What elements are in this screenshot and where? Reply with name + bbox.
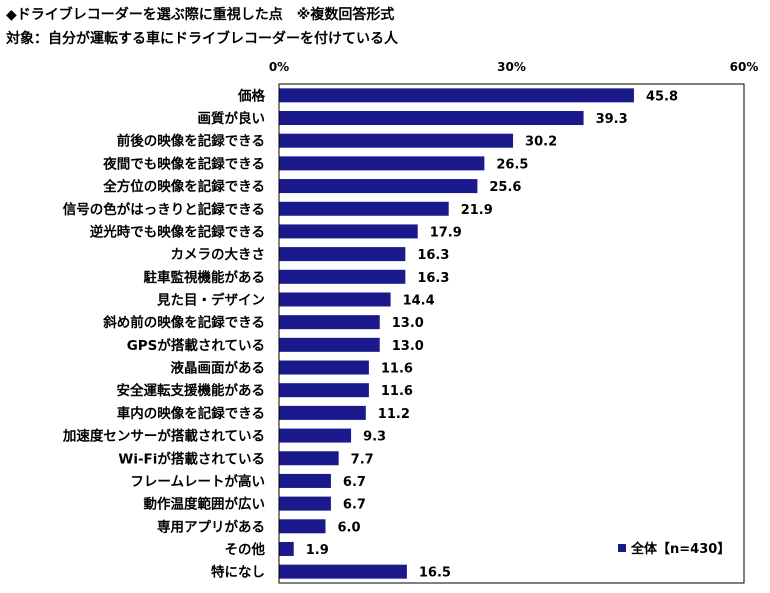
category-label: 駐車監視機能がある bbox=[144, 269, 266, 286]
bar bbox=[279, 269, 406, 284]
category-label: 信号の色がはっきりと記録できる bbox=[63, 201, 265, 218]
bar bbox=[279, 111, 584, 126]
bar bbox=[279, 451, 339, 466]
value-label: 13.0 bbox=[392, 316, 424, 331]
value-label: 45.8 bbox=[646, 89, 678, 104]
x-axis-ticks: 0% 30% 60% bbox=[269, 60, 759, 74]
category-label: 専用アプリがある bbox=[157, 518, 265, 535]
category-label: 安全運転支援機能がある bbox=[117, 382, 266, 399]
bar bbox=[279, 292, 391, 307]
value-label: 26.5 bbox=[496, 157, 528, 172]
category-label: 全方位の映像を記録できる bbox=[102, 178, 265, 195]
legend-label: 全体【n=430】 bbox=[630, 541, 730, 557]
value-label: 11.2 bbox=[378, 407, 410, 422]
category-labels: 価格画質が良い前後の映像を記録できる夜間でも映像を記録できる全方位の映像を記録で… bbox=[62, 87, 266, 580]
bar bbox=[279, 315, 380, 330]
category-label: 夜間でも映像を記録できる bbox=[102, 155, 265, 172]
value-label: 1.9 bbox=[306, 543, 329, 558]
category-label: 逆光時でも映像を記録できる bbox=[90, 223, 265, 240]
category-label: その他 bbox=[225, 541, 266, 558]
bars bbox=[279, 88, 634, 579]
chart-subtitle: 対象：自分が運転する車にドライブレコーダーを付けている人 bbox=[6, 31, 398, 47]
value-label: 39.3 bbox=[596, 112, 628, 127]
bar bbox=[279, 496, 331, 511]
value-label: 21.9 bbox=[461, 203, 493, 218]
legend-swatch bbox=[618, 544, 626, 552]
bar bbox=[279, 133, 514, 148]
category-label: 液晶画面がある bbox=[171, 360, 266, 377]
bar bbox=[279, 405, 366, 420]
bar bbox=[279, 179, 478, 194]
category-label: カメラの大きさ bbox=[171, 246, 266, 263]
category-label: 前後の映像を記録できる bbox=[117, 133, 265, 150]
x-tick-label: 60% bbox=[730, 60, 759, 74]
value-label: 6.7 bbox=[343, 498, 366, 513]
legend: 全体【n=430】 bbox=[618, 541, 730, 557]
value-label: 7.7 bbox=[351, 452, 374, 467]
bar bbox=[279, 473, 331, 488]
bar bbox=[279, 360, 369, 375]
bar bbox=[279, 564, 407, 579]
bar bbox=[279, 428, 352, 443]
category-label: 特になし bbox=[211, 564, 265, 581]
category-label: 動作温度範囲が広い bbox=[144, 496, 266, 513]
value-label: 17.9 bbox=[430, 225, 462, 240]
value-label: 13.0 bbox=[392, 339, 424, 354]
value-label: 6.7 bbox=[343, 475, 366, 490]
value-label: 11.6 bbox=[381, 384, 413, 399]
x-tick-label: 0% bbox=[269, 60, 289, 74]
value-label: 6.0 bbox=[338, 520, 361, 535]
value-label: 16.3 bbox=[417, 248, 449, 263]
category-label: 斜め前の映像を記録できる bbox=[102, 314, 265, 331]
value-label: 16.3 bbox=[417, 271, 449, 286]
bar bbox=[279, 201, 449, 216]
bar bbox=[279, 88, 634, 103]
category-label: 価格 bbox=[237, 87, 265, 104]
bar bbox=[279, 541, 294, 556]
x-tick-label: 30% bbox=[497, 60, 526, 74]
bar bbox=[279, 156, 485, 171]
bar bbox=[279, 383, 369, 398]
plot-area-frame bbox=[278, 83, 745, 584]
value-label: 16.5 bbox=[419, 566, 451, 581]
value-label: 14.4 bbox=[403, 293, 435, 308]
bar bbox=[279, 224, 418, 239]
bar bbox=[279, 519, 326, 534]
category-label: 見た目・デザイン bbox=[156, 291, 265, 308]
category-label: 画質が良い bbox=[198, 110, 266, 127]
bar bbox=[279, 247, 406, 262]
value-label: 25.6 bbox=[489, 180, 521, 195]
category-label: フレームレートが高い bbox=[130, 473, 265, 490]
value-label: 11.6 bbox=[381, 362, 413, 377]
category-label: 車内の映像を記録できる bbox=[117, 405, 265, 422]
category-label: GPSが搭載されている bbox=[127, 337, 265, 354]
chart-title: ◆ドライブレコーダーを選ぶ際に重視した点 ※複数回答形式 bbox=[6, 7, 395, 23]
category-label: Wi-Fiが搭載されている bbox=[118, 450, 265, 467]
value-labels: 45.8 39.3 30.2 26.5 25.6 21.9 17.9 16.3 16.3 14.4… bbox=[306, 89, 678, 580]
value-label: 30.2 bbox=[525, 135, 557, 150]
bar bbox=[279, 337, 380, 352]
category-label: 加速度センサーが搭載されている bbox=[62, 428, 265, 445]
value-label: 9.3 bbox=[363, 430, 386, 445]
